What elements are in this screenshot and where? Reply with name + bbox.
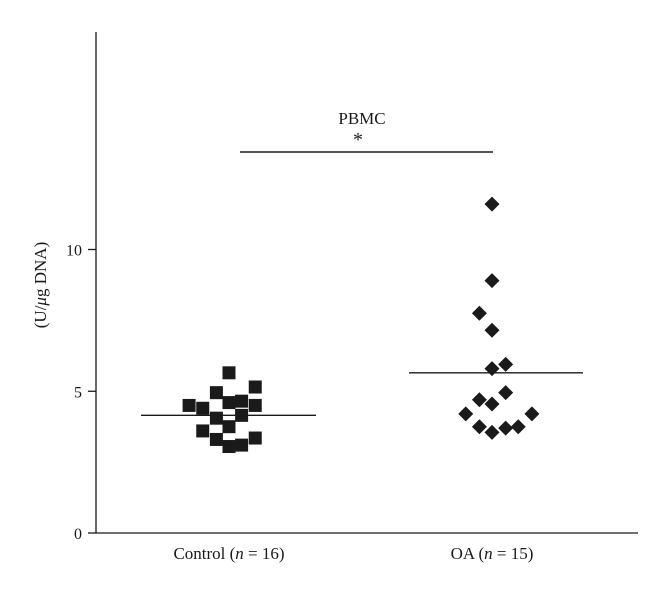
- category-labels: Control (n = 16) OA (n = 15): [173, 544, 533, 563]
- point-control-2: [196, 401, 210, 415]
- y-axis-label-group: (U/μg DNA): [31, 242, 50, 328]
- significance-star: *: [353, 129, 363, 151]
- point-control-1: [182, 398, 196, 412]
- point-oa-6: [484, 361, 500, 377]
- point-oa-3: [471, 305, 487, 321]
- data-points: [182, 196, 540, 454]
- x-category-label-control: Control (n = 16): [173, 544, 284, 563]
- y-axis-label-mu: μ: [31, 297, 50, 307]
- point-oa-15: [484, 424, 500, 440]
- point-oa-13: [498, 420, 514, 436]
- point-control-7: [222, 366, 236, 380]
- point-oa-7: [498, 385, 514, 401]
- point-control-5: [209, 411, 223, 425]
- point-control-13: [235, 438, 249, 452]
- point-oa-9: [484, 396, 500, 412]
- point-control-4: [209, 386, 223, 400]
- axes: [95, 32, 638, 534]
- y-ticks: 0 5 10: [66, 243, 96, 543]
- point-oa-11: [524, 406, 540, 422]
- point-control-16: [248, 431, 262, 445]
- point-control-12: [235, 408, 249, 422]
- point-oa-8: [471, 392, 487, 408]
- y-axis-label: (U/μg DNA): [31, 242, 50, 328]
- point-control-14: [248, 380, 262, 394]
- point-control-8: [222, 396, 236, 410]
- y-axis-label-suffix: g DNA): [31, 242, 50, 297]
- significance-annotation: PBMC *: [240, 109, 493, 153]
- y-tick-label-10: 10: [66, 243, 82, 260]
- point-control-11: [235, 394, 249, 408]
- point-control-9: [222, 420, 236, 434]
- point-oa-2: [484, 273, 500, 289]
- chart-title: PBMC: [338, 109, 385, 128]
- point-oa-4: [484, 322, 500, 338]
- y-tick-label-5: 5: [74, 384, 82, 401]
- point-oa-12: [471, 419, 487, 435]
- point-control-3: [196, 424, 210, 438]
- point-oa-5: [498, 356, 514, 372]
- y-tick-label-0: 0: [74, 526, 82, 543]
- point-control-10: [222, 440, 236, 454]
- point-oa-14: [510, 419, 526, 435]
- point-control-6: [209, 432, 223, 446]
- y-axis-label-prefix: (U/: [31, 305, 50, 328]
- group-means: [141, 372, 583, 417]
- point-oa-1: [484, 196, 500, 212]
- point-control-15: [248, 398, 262, 412]
- point-oa-10: [458, 406, 474, 422]
- x-category-label-oa: OA (n = 15): [451, 544, 534, 563]
